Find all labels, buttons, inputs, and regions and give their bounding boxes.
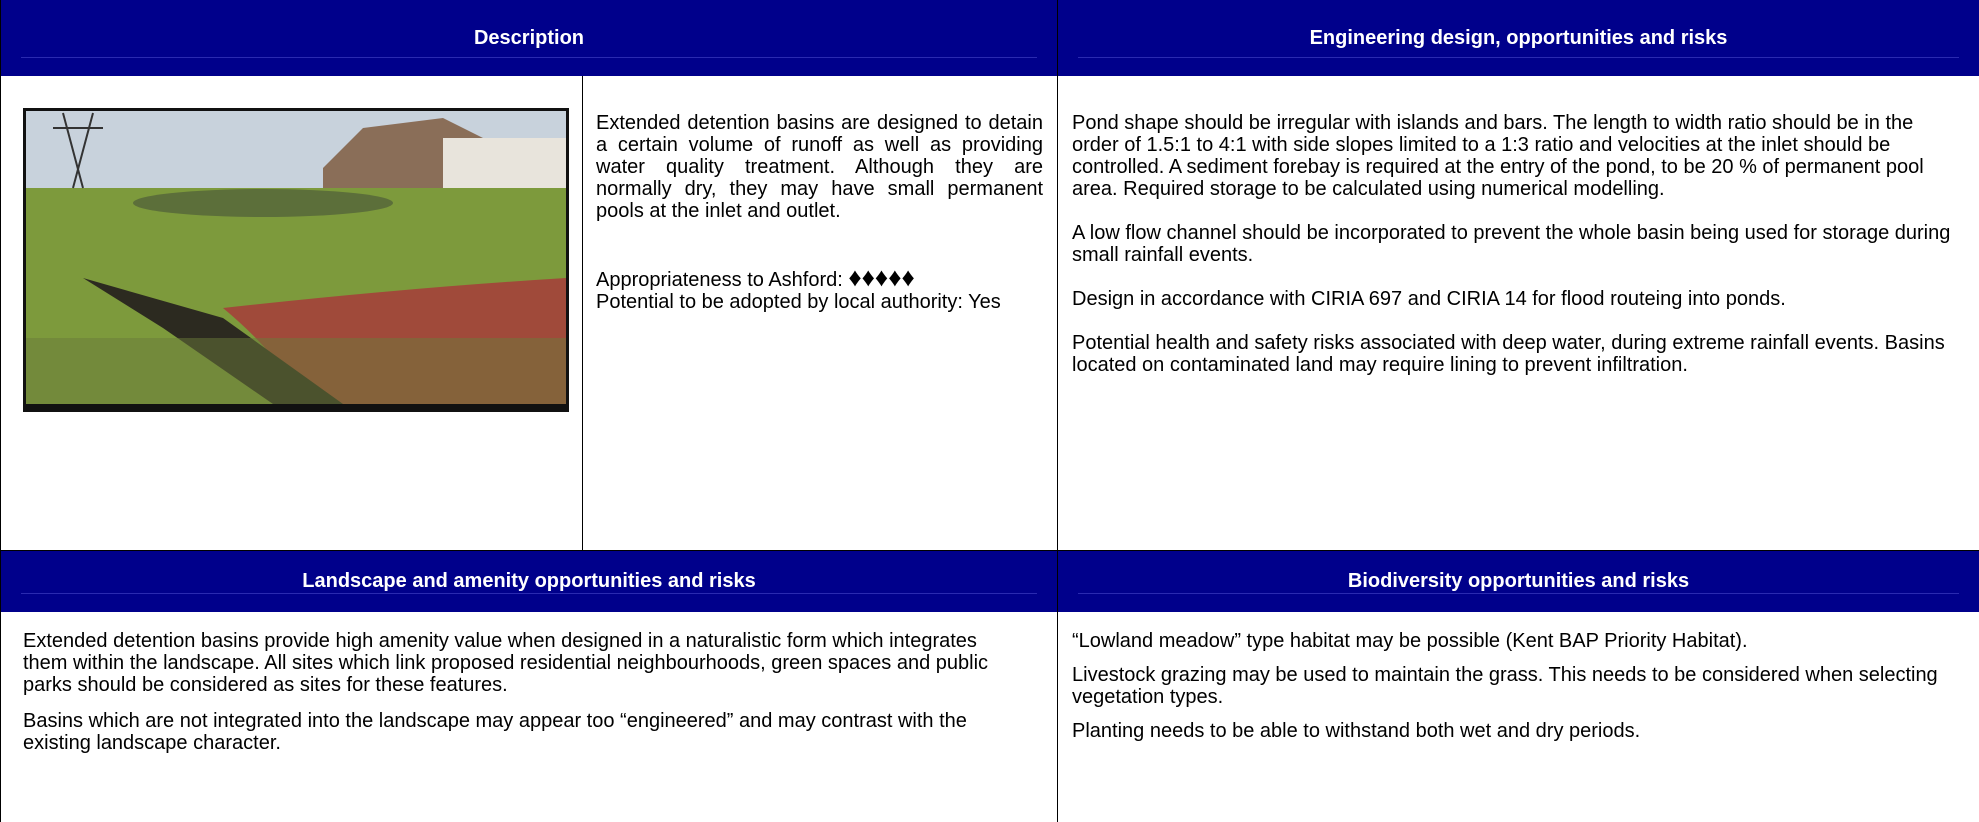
paragraph: Extended detention basins are designed t… [596, 112, 1043, 222]
rating-value: ♦♦♦♦♦ [848, 262, 915, 292]
header-text: Landscape and amenity opportunities and … [302, 570, 756, 592]
header-text: Description [473, 26, 585, 49]
description-cell: Extended detention basins are designed t… [583, 76, 1058, 550]
header-text: Biodiversity opportunities and risks [1347, 570, 1690, 592]
section-header: Landscape and amenity opportunities and … [1, 550, 1058, 612]
photo [23, 108, 569, 412]
photo-cell [1, 76, 583, 550]
paragraph: Potential health and safety risks associ… [1072, 332, 1945, 376]
adoption: Potential to be adopted by local authori… [596, 291, 1001, 313]
paragraph: Livestock grazing may be used to maintai… [1072, 664, 1938, 708]
paragraph: Basins which are not integrated into the… [23, 710, 967, 754]
header-text: Engineering design, opportunities and ri… [1309, 26, 1728, 49]
paragraph: A low flow channel should be incorporate… [1072, 222, 1951, 266]
section-header: Biodiversity opportunities and risks [1058, 550, 1979, 612]
section-header: Engineering design, opportunities and ri… [1058, 0, 1979, 76]
paragraph: Design in accordance with CIRIA 697 and … [1072, 288, 1786, 310]
rating-label: Appropriateness to Ashford: [596, 269, 843, 291]
biodiversity-cell: “Lowland meadow” type habitat may be pos… [1058, 612, 1979, 822]
paragraph: Planting needs to be able to withstand b… [1072, 720, 1641, 742]
paragraph: Extended detention basins provide high a… [23, 630, 989, 696]
rating: Appropriateness to Ashford: ♦♦♦♦♦ [596, 264, 1043, 291]
engineering-cell: Pond shape should be irregular with isla… [1058, 76, 1979, 550]
paragraph: “Lowland meadow” type habitat may be pos… [1072, 630, 1748, 652]
paragraph: Pond shape should be irregular with isla… [1072, 112, 1924, 200]
section-header: Description [1, 0, 1058, 76]
landscape-cell: Extended detention basins provide high a… [1, 612, 1058, 822]
